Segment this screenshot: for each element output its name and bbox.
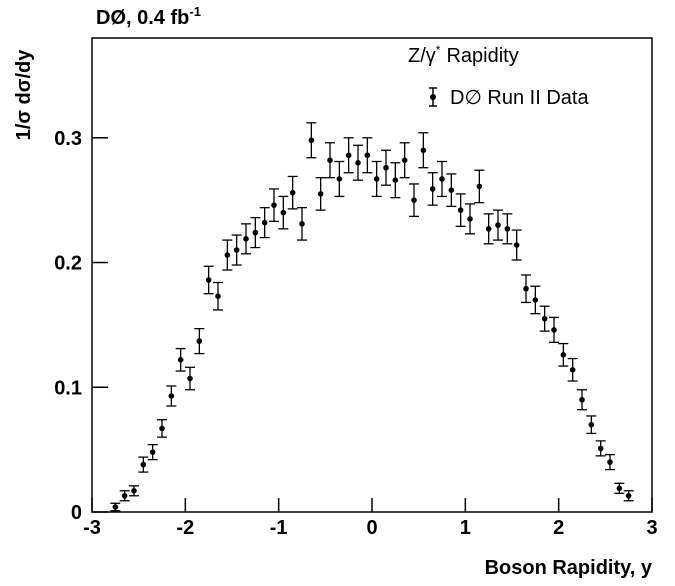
data-point <box>261 219 268 226</box>
y-tick-label: 0 <box>71 502 82 524</box>
data-point <box>327 157 333 164</box>
data-point <box>215 293 221 300</box>
data-point <box>308 137 315 144</box>
data-point <box>345 152 352 159</box>
data-point <box>513 242 520 248</box>
data-point <box>121 492 128 499</box>
x-tick-label: -1 <box>270 517 288 539</box>
data-point <box>187 375 193 382</box>
data-point <box>467 216 473 222</box>
data-point <box>140 461 147 468</box>
data-point <box>289 189 296 196</box>
x-tick-label: 3 <box>646 517 657 539</box>
data-point <box>429 186 436 192</box>
data-point <box>168 393 175 399</box>
data-point <box>364 152 371 159</box>
data-point <box>541 315 548 322</box>
data-point <box>280 209 287 216</box>
data-point <box>317 191 324 197</box>
x-tick-label: 0 <box>366 517 377 539</box>
y-tick-label: 0.2 <box>54 253 82 275</box>
data-point <box>411 197 417 203</box>
data-point <box>551 327 557 333</box>
data-point <box>243 236 249 242</box>
x-axis-label: Boson Rapidity, y <box>485 557 653 579</box>
data-point <box>607 459 613 465</box>
data-point <box>439 176 445 182</box>
legend: D∅ Run II Data <box>429 87 589 109</box>
data-point <box>271 202 277 208</box>
title-sup: -1 <box>189 4 201 19</box>
data-point <box>588 421 595 428</box>
data-point <box>495 222 501 228</box>
data-point <box>476 183 483 190</box>
chart-title: DØ, 0.4 fb-1 <box>96 4 201 29</box>
x-tick-label: -2 <box>176 517 194 539</box>
x-tick-label: 1 <box>460 517 471 539</box>
data-point <box>523 285 529 292</box>
data-point <box>224 252 231 258</box>
data-point <box>336 176 343 182</box>
x-tick-label: -3 <box>83 517 101 539</box>
legend-marker <box>430 94 436 100</box>
data-point <box>420 147 427 154</box>
data-point <box>196 338 203 344</box>
data-point <box>373 176 380 182</box>
data-point <box>131 487 137 494</box>
data-point <box>383 164 389 171</box>
annotation-text: Z/γ <box>408 45 436 67</box>
data-point <box>532 297 539 303</box>
data-point <box>560 352 567 358</box>
data-point <box>485 226 492 232</box>
data-point <box>149 449 156 455</box>
data-point <box>448 187 455 193</box>
data-point <box>597 445 604 452</box>
data-point <box>401 157 408 164</box>
data-point <box>616 485 623 492</box>
data-point <box>504 226 511 232</box>
title-text: DØ, 0.4 fb <box>96 7 189 29</box>
data-point <box>299 221 305 227</box>
data-point <box>457 207 464 213</box>
data-point <box>392 177 399 183</box>
data-point <box>159 425 165 432</box>
x-tick-label: 2 <box>553 517 564 539</box>
data-point <box>579 396 585 403</box>
y-axis-label: 1/σ dσ/dy <box>13 49 35 141</box>
data-point <box>569 367 576 373</box>
data-point <box>233 247 240 253</box>
data-point <box>205 277 212 283</box>
annotation: Z/γ* Rapidity <box>408 43 519 67</box>
data-point <box>625 492 632 499</box>
annotation-sup: * <box>436 43 441 57</box>
plot-frame <box>91 37 653 513</box>
annotation-tail: Rapidity <box>446 45 518 67</box>
data-point <box>112 504 119 510</box>
data-point <box>252 229 259 236</box>
data-point <box>355 159 361 166</box>
data-point <box>177 357 184 363</box>
y-tick-label: 0.3 <box>54 128 82 150</box>
legend-label: D∅ Run II Data <box>450 87 589 109</box>
y-tick-label: 0.1 <box>54 377 82 399</box>
